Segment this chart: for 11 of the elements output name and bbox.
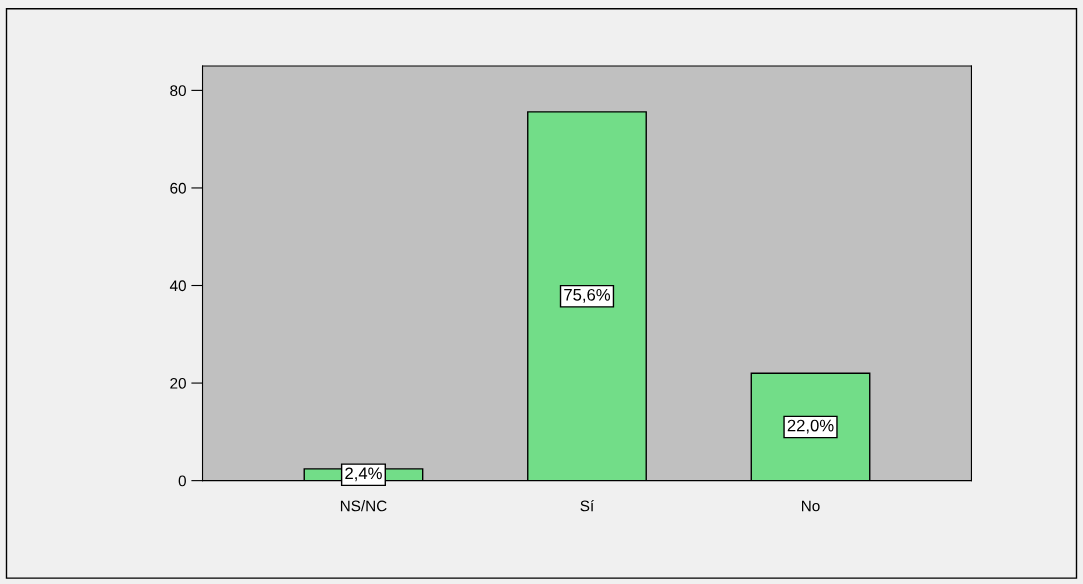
data-label: 22,0% [787,419,834,434]
data-label: 2,4% [345,467,382,482]
x-tick-label: NS/NC [340,500,387,512]
y-tick-label: 60 [170,182,186,194]
x-tick-label: No [802,500,820,512]
y-tick-label: 20 [170,377,186,389]
data-label: 75,6% [564,288,611,303]
y-tick-label: 0 [178,475,186,487]
y-tick-label: 40 [169,280,186,292]
y-tick-label: 80 [170,85,186,97]
x-tick-label: Sí [580,499,595,512]
